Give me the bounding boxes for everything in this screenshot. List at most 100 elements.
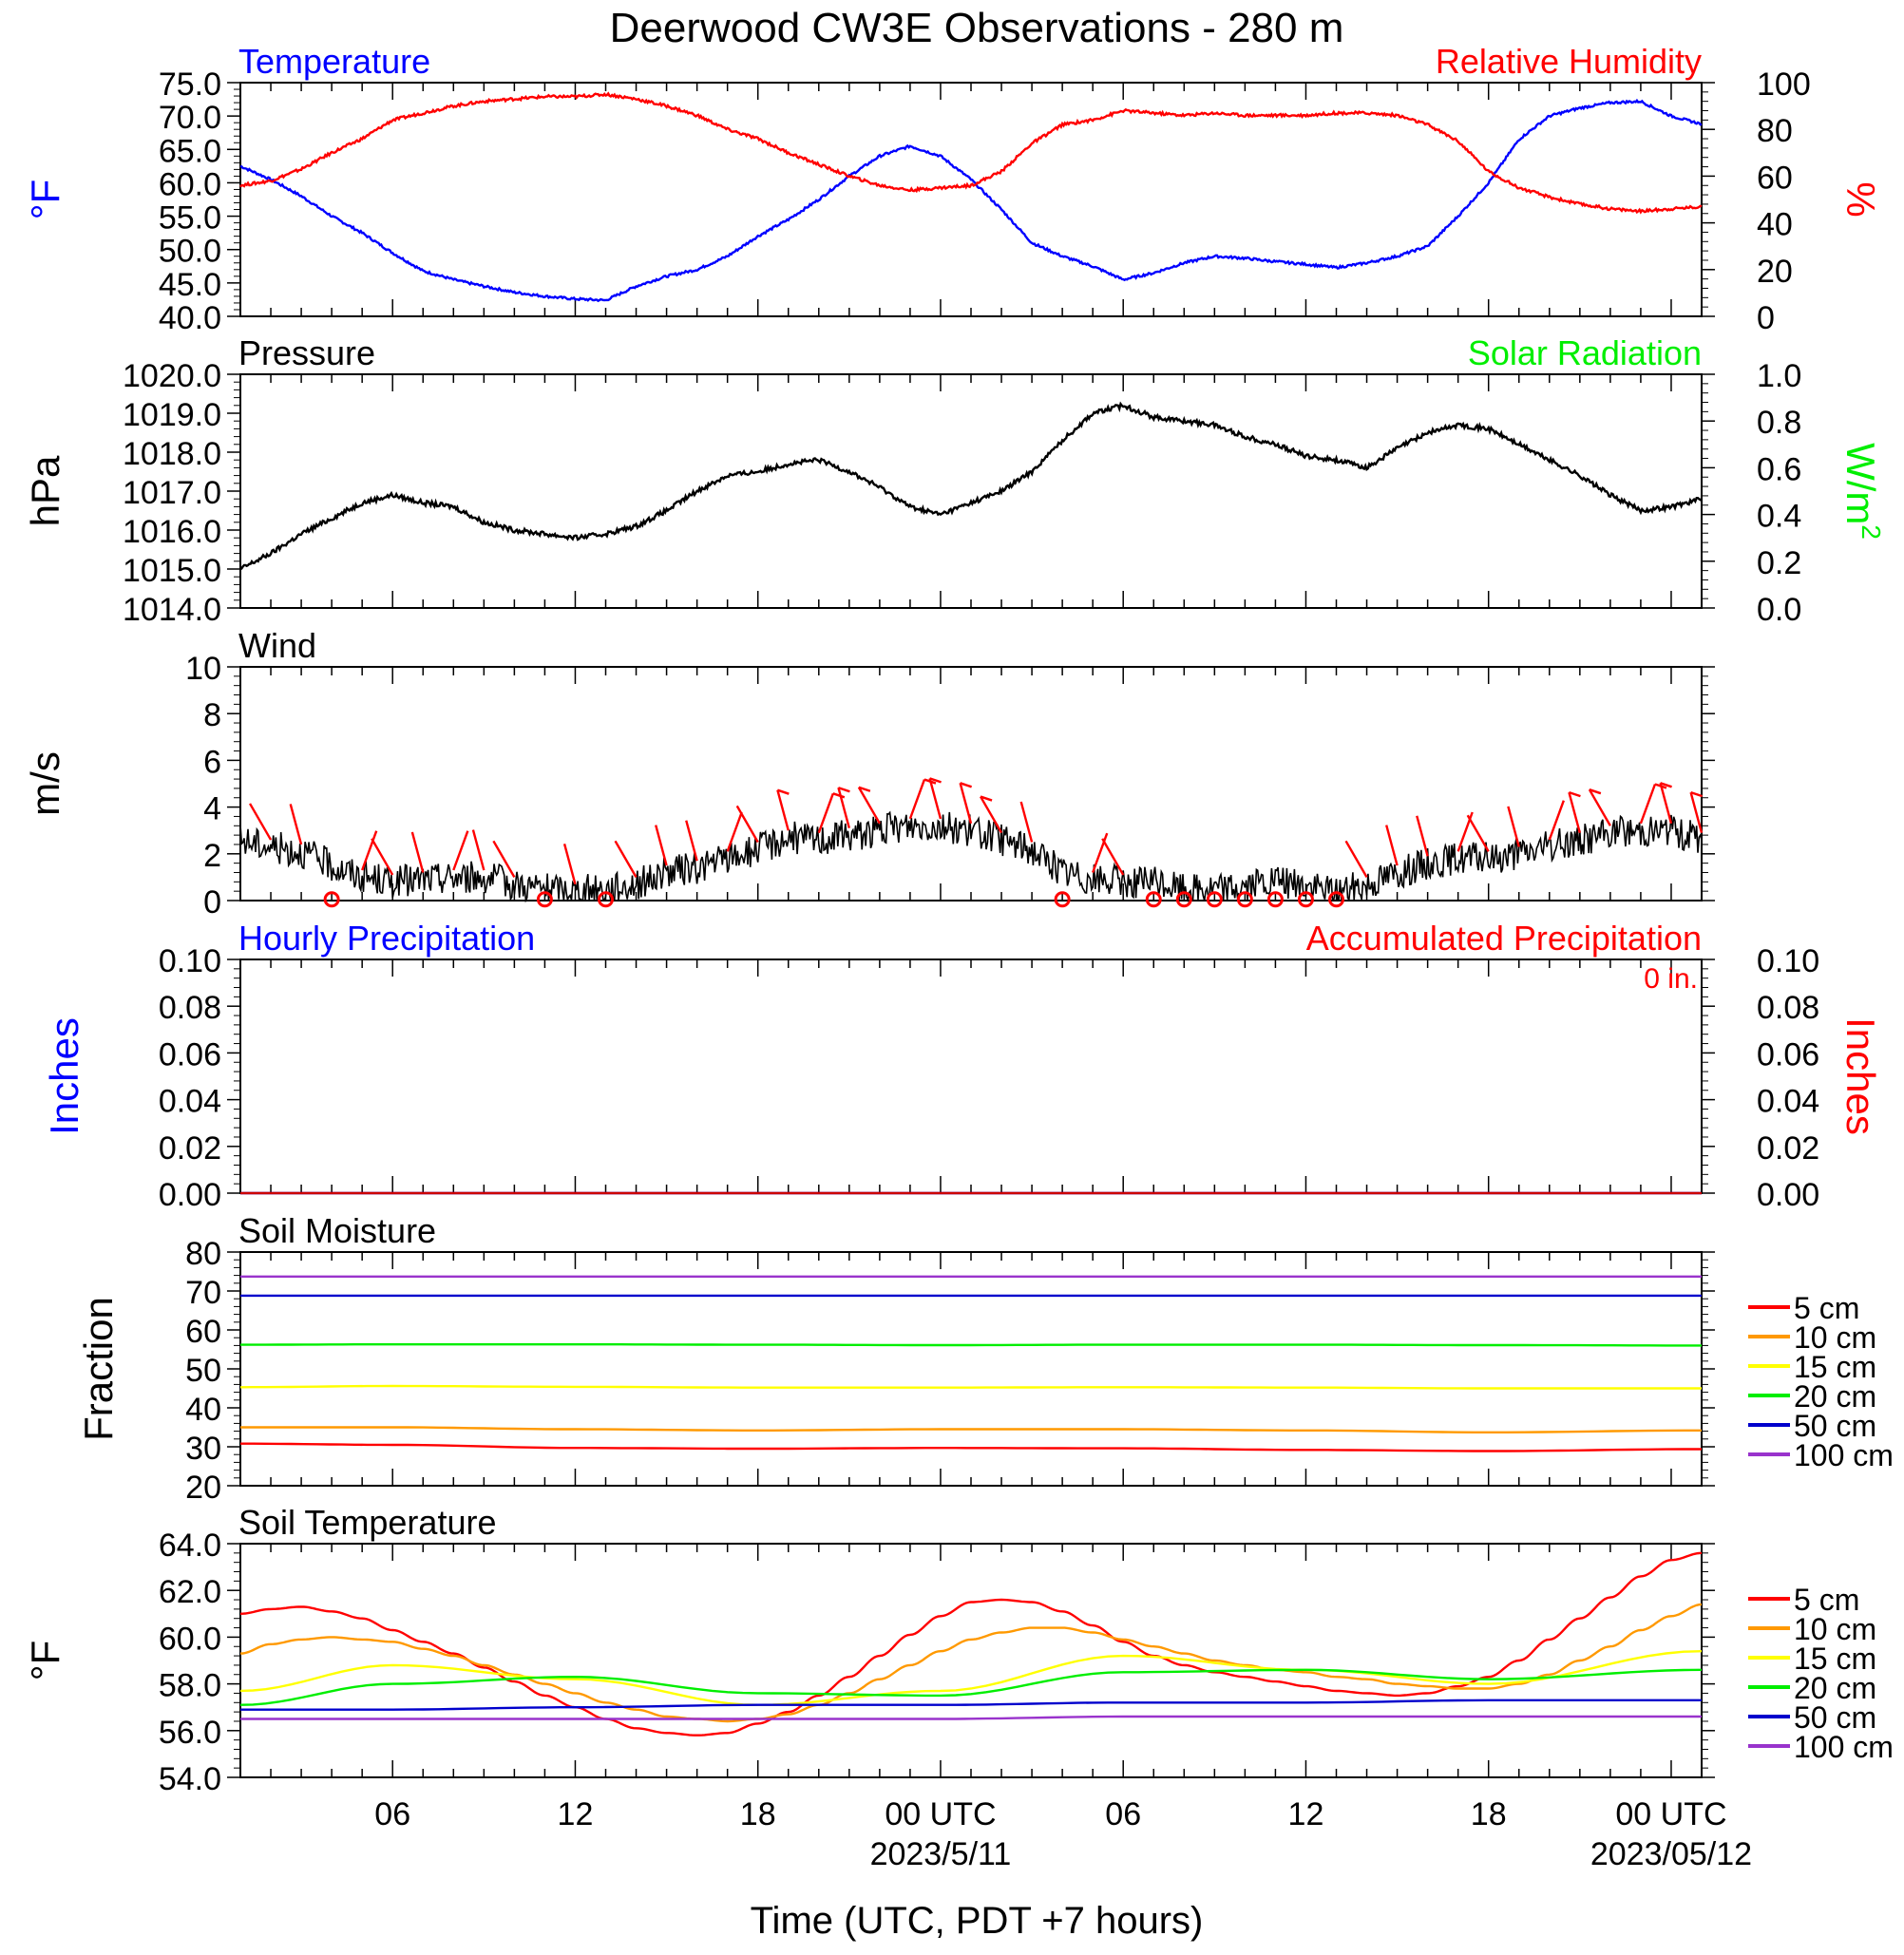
wind-barb: [371, 838, 394, 876]
x-tick-label: 12: [558, 1796, 594, 1832]
panel-pressure-solar: 1020.01019.01018.01017.01016.01015.01014…: [23, 333, 1886, 628]
x-tick-date-label: 2023/05/12: [1590, 1836, 1752, 1872]
wind-barb-flag: [838, 787, 850, 793]
y-tick-label-right: 0.10: [1757, 943, 1819, 979]
y-axis-label-left: Fraction: [76, 1297, 121, 1441]
series-line-20-cm: [239, 1668, 1703, 1706]
y-tick-label-left: 0: [203, 884, 221, 921]
panel-temperature-humidity: 75.070.065.060.055.050.045.040.0 100 80 60 4…: [23, 42, 1883, 336]
series-line-5-cm: [240, 1442, 1702, 1452]
wind-barb: [1588, 788, 1611, 826]
y-tick-label-left: 62.0: [159, 1574, 221, 1610]
calm-wind-marker: [323, 891, 340, 908]
y-tick-label-left: 60.0: [159, 166, 221, 202]
y-tick-label-right: 0.08: [1757, 990, 1819, 1026]
y-tick-label-left: 10: [185, 651, 221, 687]
wind-barb: [492, 840, 516, 879]
y-tick-label-left: 64.0: [159, 1528, 221, 1564]
legend-label: 10 cm: [1794, 1320, 1876, 1355]
y-tick-label-left: 70.0: [159, 100, 221, 136]
y-tick-label-left: 40: [185, 1392, 221, 1428]
legend-label: 100 cm: [1794, 1438, 1894, 1472]
wind-barb: [685, 820, 698, 862]
x-tick-label: 18: [740, 1796, 776, 1832]
y-tick-label-right: 0.00: [1757, 1177, 1819, 1213]
y-tick-label-right: 0.2: [1757, 545, 1801, 581]
y-tick-label-left: 60.0: [159, 1621, 221, 1657]
y-tick-label-right: 80: [1757, 113, 1793, 149]
x-tick-label: 00 UTC: [885, 1796, 996, 1832]
y-axis-label-right: Inches: [1838, 1017, 1883, 1135]
calm-wind-marker: [598, 891, 614, 908]
y-tick-label-left: 55.0: [159, 200, 221, 237]
y-tick-label-left: 8: [203, 697, 221, 733]
y-tick-label-left: 30: [185, 1431, 221, 1467]
series-line-5-cm: [239, 1551, 1703, 1737]
y-axis-label-right-sup: 2: [1856, 524, 1886, 540]
y-tick-label-right: 0.0: [1757, 592, 1801, 628]
wind-barb: [776, 789, 790, 831]
y-tick-label-left: 0.10: [159, 943, 221, 979]
y-tick-label-left: 60: [185, 1314, 221, 1350]
calm-wind-marker: [1145, 891, 1162, 908]
panel-title-right: Solar Radiation: [1468, 333, 1702, 372]
series-line-pressure: [239, 401, 1703, 570]
panel-title-left: Soil Temperature: [238, 1503, 496, 1542]
y-axis-label-left: °F: [23, 180, 67, 219]
y-tick-label-right: 0.6: [1757, 451, 1801, 487]
y-tick-label-left: 1019.0: [123, 397, 221, 433]
y-tick-label-left: 2: [203, 838, 221, 874]
y-tick-label-right: 0: [1757, 300, 1775, 336]
x-tick-label: 12: [1288, 1796, 1324, 1832]
wind-barb-flag: [776, 788, 790, 795]
legend-label: 5 cm: [1794, 1583, 1859, 1617]
panel-title-right: Relative Humidity: [1436, 42, 1702, 81]
panel-title-left: Wind: [238, 626, 316, 665]
wind-barb: [735, 805, 759, 844]
series-line-15-cm: [239, 1384, 1702, 1390]
wind-barb-flag: [1569, 791, 1581, 798]
y-axis-label-right: %: [1838, 181, 1883, 217]
y-tick-label-left: 1018.0: [123, 436, 221, 472]
y-axis-label-left: m/s: [23, 751, 67, 816]
y-tick-label-left: 50: [185, 1353, 221, 1389]
wind-barb: [614, 840, 638, 879]
y-tick-label-left: 20: [185, 1470, 221, 1506]
y-tick-label-left: 1017.0: [123, 475, 221, 511]
x-tick-label: 06: [374, 1796, 410, 1832]
wind-barb: [1689, 791, 1704, 833]
y-tick-label-left: 45.0: [159, 267, 221, 303]
panel-soil-temperature: 64.0 62.0 60.0 58.0 56.0 54.0 Soil Temperature…: [23, 1503, 1894, 1872]
wind-barb: [452, 830, 469, 871]
wind-barb: [410, 831, 425, 873]
y-tick-label-right: 20: [1757, 254, 1793, 290]
wind-barb-flag: [1660, 782, 1672, 788]
wind-barb: [1568, 791, 1581, 833]
y-tick-label-left: 65.0: [159, 133, 221, 169]
wind-barb: [562, 843, 577, 885]
calm-wind-marker: [1266, 891, 1284, 908]
wind-barb-flag: [1690, 791, 1703, 798]
wind-barb-flag: [1589, 788, 1602, 795]
panel-precipitation: 0.10 0.08 0.06 0.04 0.02 0.00 0.10 0.08 0.06 0.04…: [42, 919, 1883, 1213]
panel-frame: [239, 959, 1703, 1194]
calm-wind-marker: [1328, 891, 1344, 908]
wind-barb: [817, 792, 834, 834]
legend-label: 15 cm: [1794, 1350, 1876, 1384]
wind-barb: [1659, 783, 1673, 825]
wind-barb: [655, 825, 668, 866]
y-tick-label-left: 40.0: [159, 300, 221, 336]
legend-label: 15 cm: [1794, 1642, 1876, 1676]
series-line-temperature: [239, 98, 1703, 303]
panel-frame: [239, 1543, 1703, 1778]
y-tick-label-left: 75.0: [159, 66, 221, 103]
y-tick-label-left: 0.04: [159, 1084, 221, 1120]
y-tick-label-right: 0.04: [1757, 1084, 1819, 1120]
series-line-relative-humidity: [239, 91, 1703, 215]
wind-barb: [959, 783, 973, 825]
calm-wind-marker: [1175, 891, 1192, 908]
y-tick-label-left: 50.0: [159, 234, 221, 270]
legend-label: 20 cm: [1794, 1379, 1876, 1414]
